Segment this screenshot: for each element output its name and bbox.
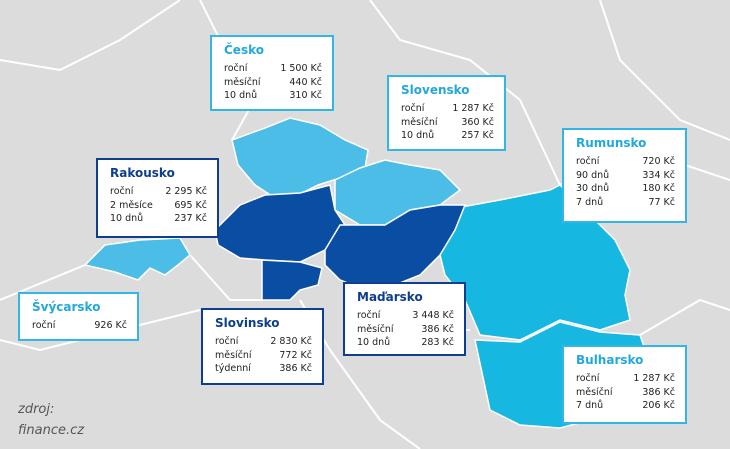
country-name: Rakousko: [110, 166, 175, 180]
info-box: Bulharsko roční 1 287 Kč měsíční 386 Kč 7 dnů…: [562, 345, 687, 424]
source-site: finance.cz: [18, 423, 85, 438]
price: 386 Kč: [421, 323, 454, 335]
price: 926 Kč: [94, 320, 127, 331]
period: měsíční: [215, 349, 252, 361]
country-name: Rumunsko: [576, 136, 647, 150]
fee-row: týdenní 386 Kč: [215, 362, 312, 376]
country-name: Slovensko: [401, 83, 470, 97]
price: 386 Kč: [279, 363, 312, 374]
price: 440 Kč: [289, 76, 322, 88]
price: 1 287 Kč: [452, 103, 494, 114]
period: týdenní: [215, 363, 251, 374]
info-box: Švýcarsko roční 926 Kč: [18, 292, 139, 341]
fee-row: 7 dnů 77 Kč: [576, 196, 675, 210]
fee-row: 10 dnů 237 Kč: [110, 212, 207, 226]
price: 2 295 Kč: [165, 186, 207, 197]
price: 257 Kč: [461, 130, 494, 141]
fee-row: 7 dnů 206 Kč: [576, 399, 675, 413]
price: 77 Kč: [648, 196, 675, 208]
fee-row: 10 dnů 283 Kč: [357, 336, 454, 350]
fee-row: měsíční 360 Kč: [401, 116, 494, 130]
period: roční: [576, 373, 600, 384]
hungary: [324, 204, 467, 291]
fee-row: 2 měsíce 695 Kč: [110, 199, 207, 213]
price: 386 Kč: [642, 386, 675, 398]
info-box: Rakousko roční 2 295 Kč 2 měsíce 695 Kč 10 dn…: [96, 158, 219, 238]
period: 7 dnů: [576, 400, 604, 411]
country-name: Bulharsko: [576, 353, 644, 367]
price: 695 Kč: [174, 199, 207, 211]
info-box: Slovinsko roční 2 830 Kč měsíční 772 Kč týden…: [201, 308, 324, 385]
country-name: Česko: [224, 43, 264, 57]
period: 7 dnů: [576, 196, 604, 208]
period: 10 dnů: [224, 90, 258, 101]
period: měsíční: [576, 386, 613, 398]
info-box: Rumunsko roční 720 Kč 90 dnů 334 Kč 30 dnů 180…: [562, 128, 687, 223]
period: 2 měsíce: [110, 199, 153, 211]
price: 1 287 Kč: [633, 373, 675, 384]
price: 334 Kč: [642, 169, 675, 181]
fee-row: měsíční 772 Kč: [215, 349, 312, 363]
period: měsíční: [401, 116, 438, 128]
period: roční: [357, 310, 381, 321]
country-name: Slovinsko: [215, 316, 280, 330]
fee-row: 90 dnů 334 Kč: [576, 169, 675, 183]
price: 3 448 Kč: [412, 310, 454, 321]
fee-row: roční 1 287 Kč: [576, 372, 675, 386]
period: 90 dnů: [576, 169, 610, 181]
price: 360 Kč: [461, 116, 494, 128]
fee-row: roční 2 295 Kč: [110, 185, 207, 199]
info-box: Česko roční 1 500 Kč měsíční 440 Kč 10 dnů 310…: [210, 35, 334, 111]
fee-row: roční 926 Kč: [32, 319, 127, 333]
period: roční: [224, 63, 248, 74]
fee-row: roční 1 287 Kč: [401, 102, 494, 116]
period: roční: [576, 156, 600, 167]
info-box: Slovensko roční 1 287 Kč měsíční 360 Kč 10 dn…: [387, 75, 506, 151]
fee-row: 30 dnů 180 Kč: [576, 182, 675, 196]
fee-row: měsíční 440 Kč: [224, 76, 322, 90]
price: 283 Kč: [421, 337, 454, 348]
fee-row: roční 720 Kč: [576, 155, 675, 169]
slovenia: [261, 259, 323, 301]
period: měsíční: [224, 76, 261, 88]
price: 772 Kč: [279, 349, 312, 361]
period: roční: [32, 320, 56, 331]
price: 2 830 Kč: [270, 336, 312, 347]
fee-row: 10 dnů 257 Kč: [401, 129, 494, 143]
price: 310 Kč: [289, 90, 322, 101]
period: 30 dnů: [576, 183, 610, 194]
slovakia: [334, 159, 462, 226]
source-label: zdroj:: [18, 402, 55, 417]
period: roční: [110, 186, 134, 197]
period: roční: [401, 103, 425, 114]
period: 10 dnů: [401, 130, 435, 141]
period: měsíční: [357, 323, 394, 335]
period: 10 dnů: [357, 337, 391, 348]
fee-row: roční 3 448 Kč: [357, 309, 454, 323]
fee-row: měsíční 386 Kč: [576, 386, 675, 400]
price: 206 Kč: [642, 400, 675, 411]
info-box: Maďarsko roční 3 448 Kč měsíční 386 Kč 10 dnů…: [343, 282, 466, 356]
price: 180 Kč: [642, 183, 675, 194]
switzerland: [83, 237, 191, 281]
country-name: Maďarsko: [357, 290, 423, 304]
price: 720 Kč: [642, 156, 675, 167]
period: roční: [215, 336, 239, 347]
fee-row: měsíční 386 Kč: [357, 323, 454, 337]
fee-row: roční 1 500 Kč: [224, 62, 322, 76]
price: 1 500 Kč: [280, 63, 322, 74]
fee-row: roční 2 830 Kč: [215, 335, 312, 349]
country-name: Švýcarsko: [32, 300, 101, 314]
price: 237 Kč: [174, 213, 207, 224]
period: 10 dnů: [110, 213, 144, 224]
fee-row: 10 dnů 310 Kč: [224, 89, 322, 103]
